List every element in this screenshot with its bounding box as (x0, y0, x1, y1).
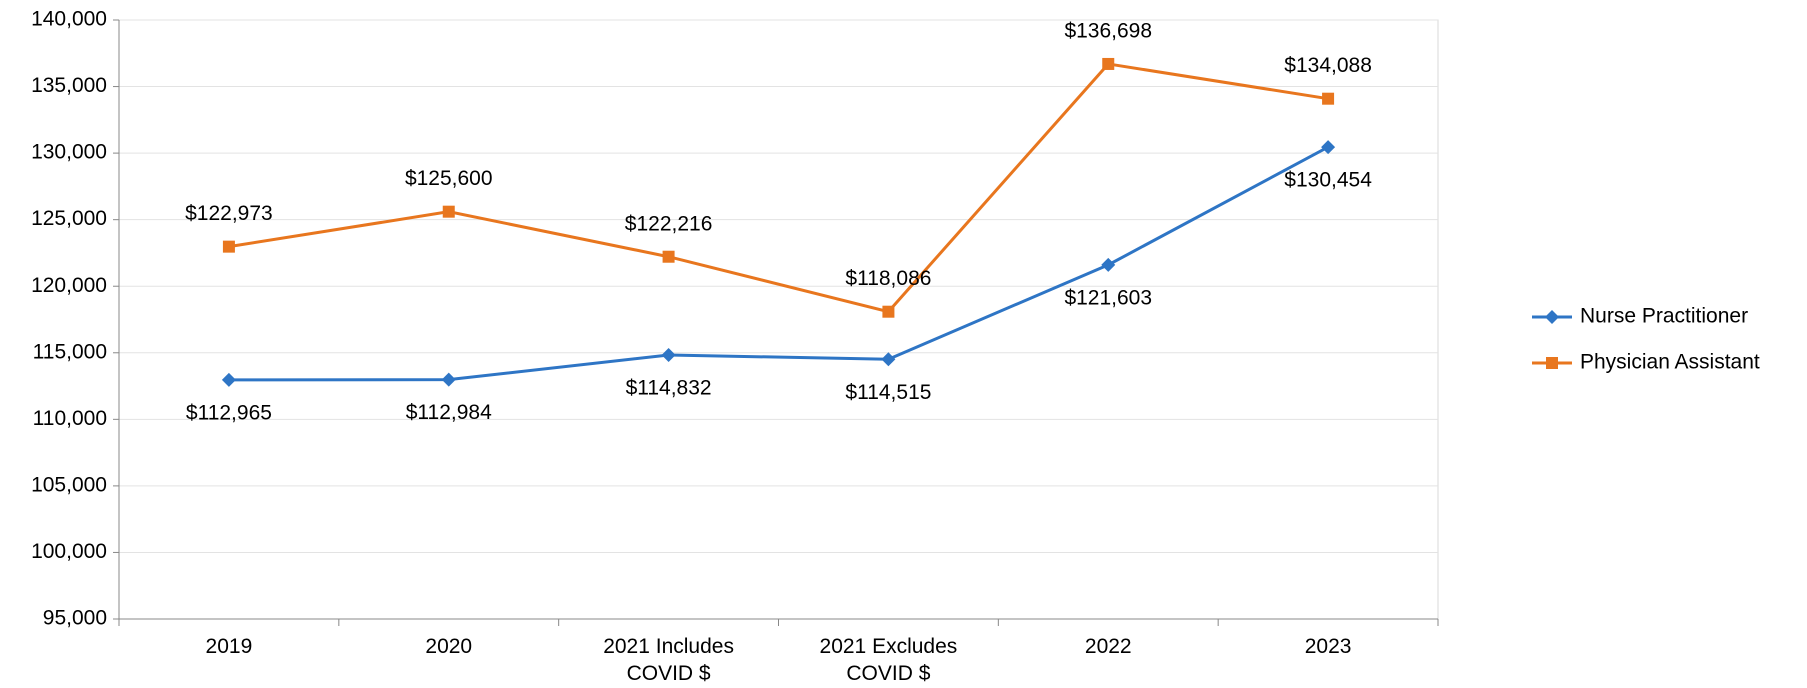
data-label: $121,603 (1064, 286, 1152, 309)
y-tick-label: 100,000 (31, 540, 107, 563)
marker (221, 372, 236, 387)
y-tick-label: 140,000 (31, 8, 107, 31)
data-label: $122,973 (185, 202, 273, 225)
y-tick-label: 95,000 (43, 607, 107, 630)
x-tick-label: 2021 Excludes COVID $ (819, 635, 958, 685)
marker (661, 348, 676, 363)
data-label: $114,515 (845, 381, 931, 404)
plot-border (118, 19, 1439, 620)
marker (441, 372, 456, 387)
y-tick-label: 110,000 (33, 407, 107, 430)
data-label: $136,698 (1064, 20, 1152, 43)
data-label: $112,965 (186, 401, 272, 424)
y-tick-label: 105,000 (31, 473, 107, 496)
y-tick-label: 135,000 (31, 74, 107, 97)
marker (1102, 57, 1115, 70)
data-label: $122,216 (625, 212, 713, 235)
marker (881, 352, 896, 367)
y-tick-label: 120,000 (31, 274, 107, 297)
data-label: $112,984 (406, 401, 492, 424)
marker (662, 250, 675, 263)
x-tick-label: 2022 (1084, 635, 1132, 658)
marker (222, 240, 235, 253)
series-line (228, 145, 1329, 382)
y-tick-label: 125,000 (31, 207, 107, 230)
data-label: $114,832 (626, 377, 712, 400)
marker (1322, 92, 1335, 105)
y-tick-label: 115,000 (33, 340, 107, 363)
y-tick-label: 130,000 (31, 141, 107, 164)
marker (882, 305, 895, 318)
marker (442, 205, 455, 218)
x-tick-label: 2021 Includes COVID $ (603, 635, 734, 685)
marker (1545, 310, 1559, 324)
marker (1546, 357, 1558, 369)
legend-label: Nurse Practitioner (1580, 305, 1748, 328)
data-label: $118,086 (845, 267, 931, 290)
data-label: $125,600 (405, 167, 493, 190)
data-label: $134,088 (1284, 54, 1372, 77)
series-line (228, 62, 1329, 314)
marker (1101, 257, 1116, 272)
data-label: $130,454 (1284, 169, 1372, 192)
x-tick-label: 2020 (425, 635, 473, 658)
marker (1321, 140, 1336, 155)
x-tick-label: 2023 (1304, 635, 1352, 658)
x-tick-label: 2019 (205, 635, 253, 658)
legend-label: Physician Assistant (1580, 351, 1760, 374)
